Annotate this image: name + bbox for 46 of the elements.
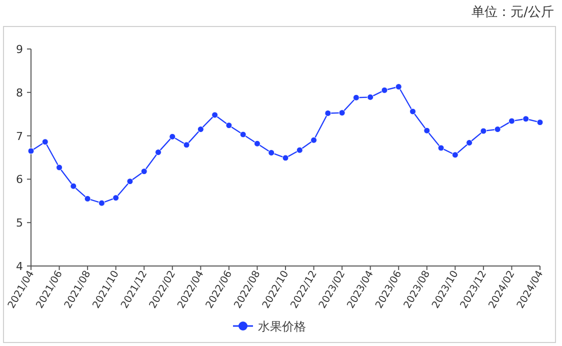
point (98, 200, 105, 206)
point (452, 152, 458, 158)
point (536, 119, 544, 126)
legend: 水果价格 (233, 320, 306, 334)
point (254, 140, 260, 147)
y-tick-label: 6 (16, 173, 23, 186)
point (381, 86, 388, 94)
point (324, 110, 332, 116)
point (42, 138, 48, 146)
y-tick-label: 8 (16, 86, 23, 100)
point (155, 149, 162, 156)
point (367, 94, 374, 100)
point (70, 182, 77, 190)
point (352, 94, 360, 101)
point (140, 168, 148, 175)
point (212, 112, 218, 118)
point (310, 136, 318, 144)
point (410, 108, 416, 115)
legend-label: 水果价格 (258, 320, 306, 334)
point (395, 84, 402, 90)
text: 单位：元/公斤 (472, 5, 554, 20)
point (56, 164, 63, 171)
y-tick-label: 5 (16, 216, 23, 230)
point (226, 122, 232, 129)
point (28, 148, 34, 154)
point (84, 195, 91, 202)
point (240, 131, 246, 138)
point (197, 126, 204, 133)
point (494, 126, 501, 133)
point (126, 178, 134, 185)
point (480, 128, 487, 134)
point (183, 142, 190, 148)
y-tick-label: 9 (16, 43, 23, 56)
point (169, 133, 176, 140)
point (466, 139, 473, 146)
y-tick-label: 4 (16, 260, 23, 273)
point (522, 116, 530, 122)
point (438, 144, 444, 152)
point (296, 146, 303, 154)
point (508, 118, 515, 124)
y-tick-label: 7 (16, 130, 23, 143)
point (112, 194, 120, 202)
point (424, 127, 430, 134)
point (338, 110, 346, 116)
point (282, 154, 289, 162)
point (268, 149, 275, 156)
